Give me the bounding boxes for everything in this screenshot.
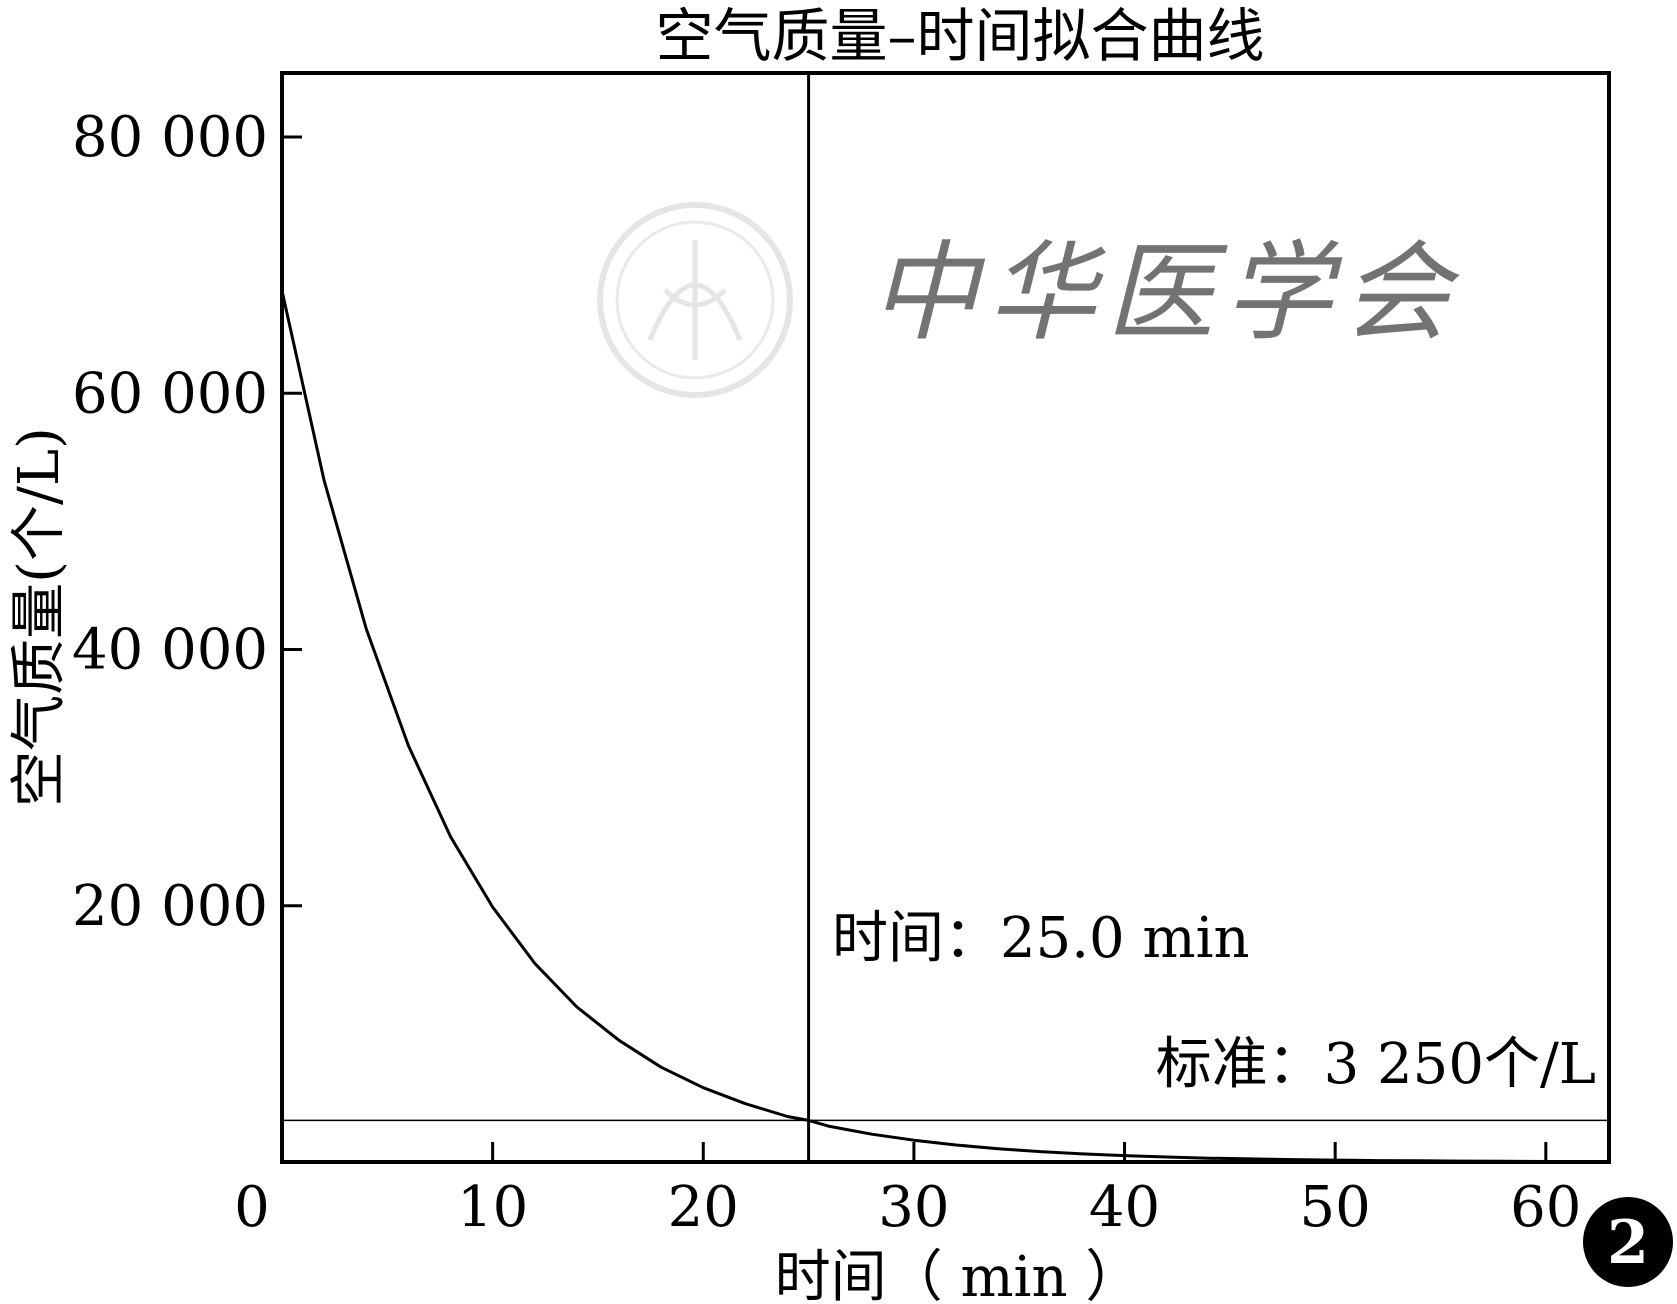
- plot-area: [280, 71, 1611, 1164]
- series-line: [280, 290, 1609, 1164]
- watermark: 中华医学会: [597, 202, 1490, 398]
- x-tick-label: 50: [1300, 1175, 1371, 1240]
- reference-lines: [282, 73, 1609, 1162]
- y-tick-label: 60 000: [72, 361, 268, 426]
- series-group: [280, 290, 1609, 1164]
- y-tick-label: 20 000: [72, 874, 268, 939]
- x-tick-label: 30: [878, 1175, 949, 1240]
- y-tick-label: 80 000: [72, 105, 268, 170]
- x-tick-label: 10: [457, 1175, 528, 1240]
- chart-title: 空气质量–时间拟合曲线: [655, 2, 1264, 70]
- x-axis-label: 时间（ min ）: [775, 1245, 1142, 1304]
- x-tick-label: 0: [234, 1175, 270, 1240]
- x-axis: 0 10 20 30 40 50 60: [234, 1142, 1581, 1240]
- annotation-time: 时间：25.0 min: [832, 906, 1250, 971]
- plot-border: [280, 71, 1611, 1164]
- panel-badge-number: 2: [1607, 1208, 1649, 1278]
- watermark-seal: [597, 202, 793, 398]
- y-tick-label: 40 000: [72, 618, 268, 683]
- y-axis: 20 000 40 000 60 000 80 000: [72, 105, 302, 939]
- watermark-text: 中华医学会: [870, 231, 1490, 356]
- x-tick-label: 40: [1089, 1175, 1160, 1240]
- panel-badge: 2: [1583, 1197, 1673, 1287]
- x-tick-label: 20: [668, 1175, 739, 1240]
- y-axis-label: 空气质量(个/L): [7, 427, 72, 807]
- annotation-standard: 标准：3 250个/L: [1156, 1032, 1596, 1097]
- x-tick-label: 60: [1510, 1175, 1581, 1240]
- panel-badge-circle: [1583, 1197, 1673, 1287]
